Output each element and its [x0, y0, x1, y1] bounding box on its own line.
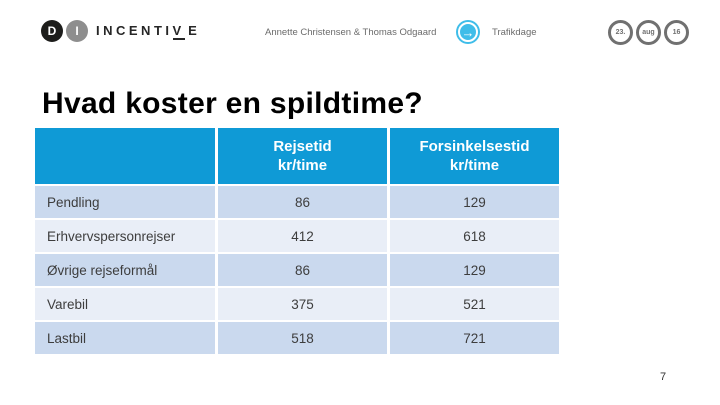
logo-wordmark-part1: INCENTI [96, 22, 173, 38]
logo-d-circle-icon: D [41, 20, 63, 42]
row-label: Pendling [35, 186, 215, 218]
logo-wordmark-part2: E [188, 22, 201, 38]
event-name: Trafikdage [492, 27, 537, 38]
date-badges: 23. aug 16 [608, 20, 689, 45]
logo-wordmark-underlined-v: V [172, 22, 185, 40]
row-label: Varebil [35, 288, 215, 320]
date-badge-year: 16 [664, 20, 689, 45]
logo-i-circle-icon: I [66, 20, 88, 42]
table-row: Erhvervspersonrejser 412 618 [35, 220, 559, 252]
table-row: Varebil 375 521 [35, 288, 559, 320]
row-label: Erhvervspersonrejser [35, 220, 215, 252]
incentive-logo: D I INCENTIV E [41, 20, 200, 42]
row-forsinkelsestid-value: 618 [390, 220, 559, 252]
arrow-circle-ring [458, 22, 478, 42]
arrow-circle-icon: → [456, 20, 480, 44]
header-rejsetid-line1: Rejsetid [273, 137, 332, 155]
row-forsinkelsestid-value: 129 [390, 186, 559, 218]
row-rejsetid-value: 375 [218, 288, 387, 320]
row-label: Øvrige rejseformål [35, 254, 215, 286]
header-forsinkelsestid-line1: Forsinkelsestid [419, 137, 530, 155]
table-row: Øvrige rejseformål 86 129 [35, 254, 559, 286]
page-title: Hvad koster en spildtime? [42, 87, 423, 121]
table-row: Lastbil 518 721 [35, 322, 559, 354]
header-cell-forsinkelsestid: Forsinkelsestid kr/time [390, 128, 559, 184]
row-forsinkelsestid-value: 129 [390, 254, 559, 286]
date-badge-day: 23. [608, 20, 633, 45]
header-forsinkelsestid-line2: kr/time [449, 157, 500, 174]
row-label: Lastbil [35, 322, 215, 354]
authors-text: Annette Christensen & Thomas Odgaard [265, 27, 437, 38]
row-rejsetid-value: 86 [218, 254, 387, 286]
header-rejsetid-line2: kr/time [277, 157, 328, 174]
cost-table: Rejsetid kr/time Forsinkelsestid kr/time… [32, 126, 562, 356]
row-rejsetid-value: 86 [218, 186, 387, 218]
row-rejsetid-value: 518 [218, 322, 387, 354]
table-row: Pendling 86 129 [35, 186, 559, 218]
row-forsinkelsestid-value: 721 [390, 322, 559, 354]
header-cell-rejsetid: Rejsetid kr/time [218, 128, 387, 184]
table-header-row: Rejsetid kr/time Forsinkelsestid kr/time [35, 128, 559, 184]
logo-wordmark: INCENTIV E [96, 23, 200, 40]
header-cell-empty [35, 128, 215, 184]
row-forsinkelsestid-value: 521 [390, 288, 559, 320]
date-badge-month: aug [636, 20, 661, 45]
page-number: 7 [660, 371, 667, 383]
row-rejsetid-value: 412 [218, 220, 387, 252]
right-arrow-icon: → [461, 24, 475, 40]
